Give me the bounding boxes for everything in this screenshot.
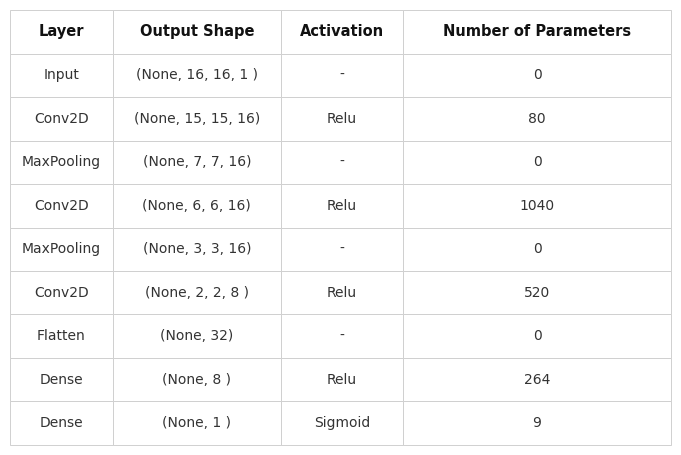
Bar — [281, 141, 403, 184]
Bar — [281, 97, 403, 141]
Text: Number of Parameters: Number of Parameters — [443, 24, 631, 39]
Text: Sigmoid: Sigmoid — [314, 416, 370, 430]
Bar — [10, 97, 112, 141]
Text: 0: 0 — [533, 155, 541, 169]
Bar — [403, 97, 671, 141]
Bar — [10, 10, 112, 54]
Text: Layer: Layer — [39, 24, 84, 39]
Text: (None, 3, 3, 16): (None, 3, 3, 16) — [142, 242, 251, 256]
Bar — [403, 184, 671, 228]
Text: Input: Input — [44, 68, 80, 82]
Text: (None, 2, 2, 8 ): (None, 2, 2, 8 ) — [145, 286, 249, 300]
Text: (None, 8 ): (None, 8 ) — [162, 373, 232, 387]
Text: Output Shape: Output Shape — [140, 24, 254, 39]
Text: Dense: Dense — [39, 373, 83, 387]
Text: (None, 32): (None, 32) — [160, 329, 234, 343]
Text: -: - — [340, 68, 345, 82]
Bar — [112, 228, 281, 271]
Bar — [281, 228, 403, 271]
Bar — [112, 314, 281, 358]
Bar — [281, 271, 403, 314]
Bar — [281, 401, 403, 445]
Bar — [112, 358, 281, 401]
Text: (None, 6, 6, 16): (None, 6, 6, 16) — [142, 199, 251, 213]
Text: Conv2D: Conv2D — [34, 112, 89, 126]
Text: (None, 16, 16, 1 ): (None, 16, 16, 1 ) — [136, 68, 258, 82]
Bar — [10, 358, 112, 401]
Bar — [281, 358, 403, 401]
Text: (None, 7, 7, 16): (None, 7, 7, 16) — [142, 155, 251, 169]
Bar — [403, 314, 671, 358]
Text: (None, 1 ): (None, 1 ) — [162, 416, 232, 430]
Bar — [112, 10, 281, 54]
Text: 264: 264 — [524, 373, 550, 387]
Text: Conv2D: Conv2D — [34, 199, 89, 213]
Text: Relu: Relu — [327, 112, 358, 126]
Bar — [281, 54, 403, 97]
Bar — [112, 97, 281, 141]
Text: Relu: Relu — [327, 373, 358, 387]
Bar — [112, 54, 281, 97]
Bar — [10, 314, 112, 358]
Text: Conv2D: Conv2D — [34, 286, 89, 300]
Text: Relu: Relu — [327, 286, 358, 300]
Bar — [403, 54, 671, 97]
Text: -: - — [340, 242, 345, 256]
Bar — [112, 401, 281, 445]
Bar — [10, 271, 112, 314]
Bar — [403, 141, 671, 184]
Text: MaxPooling: MaxPooling — [22, 242, 101, 256]
Text: -: - — [340, 155, 345, 169]
Text: 0: 0 — [533, 242, 541, 256]
Bar — [281, 184, 403, 228]
Text: 9: 9 — [533, 416, 541, 430]
Text: MaxPooling: MaxPooling — [22, 155, 101, 169]
Text: -: - — [340, 329, 345, 343]
Bar — [10, 228, 112, 271]
Text: 0: 0 — [533, 68, 541, 82]
Text: 80: 80 — [528, 112, 546, 126]
Bar — [112, 141, 281, 184]
Text: Dense: Dense — [39, 416, 83, 430]
Text: (None, 15, 15, 16): (None, 15, 15, 16) — [133, 112, 260, 126]
Bar — [403, 401, 671, 445]
Text: Activation: Activation — [300, 24, 384, 39]
Bar — [403, 271, 671, 314]
Text: 0: 0 — [533, 329, 541, 343]
Bar — [281, 314, 403, 358]
Bar — [10, 54, 112, 97]
Bar — [403, 228, 671, 271]
Text: 1040: 1040 — [520, 199, 554, 213]
Bar — [112, 271, 281, 314]
Bar — [10, 141, 112, 184]
Text: Flatten: Flatten — [37, 329, 86, 343]
Bar — [403, 358, 671, 401]
Bar — [10, 184, 112, 228]
Bar — [403, 10, 671, 54]
Text: 520: 520 — [524, 286, 550, 300]
Bar — [112, 184, 281, 228]
Text: Relu: Relu — [327, 199, 358, 213]
Bar — [281, 10, 403, 54]
Bar — [10, 401, 112, 445]
